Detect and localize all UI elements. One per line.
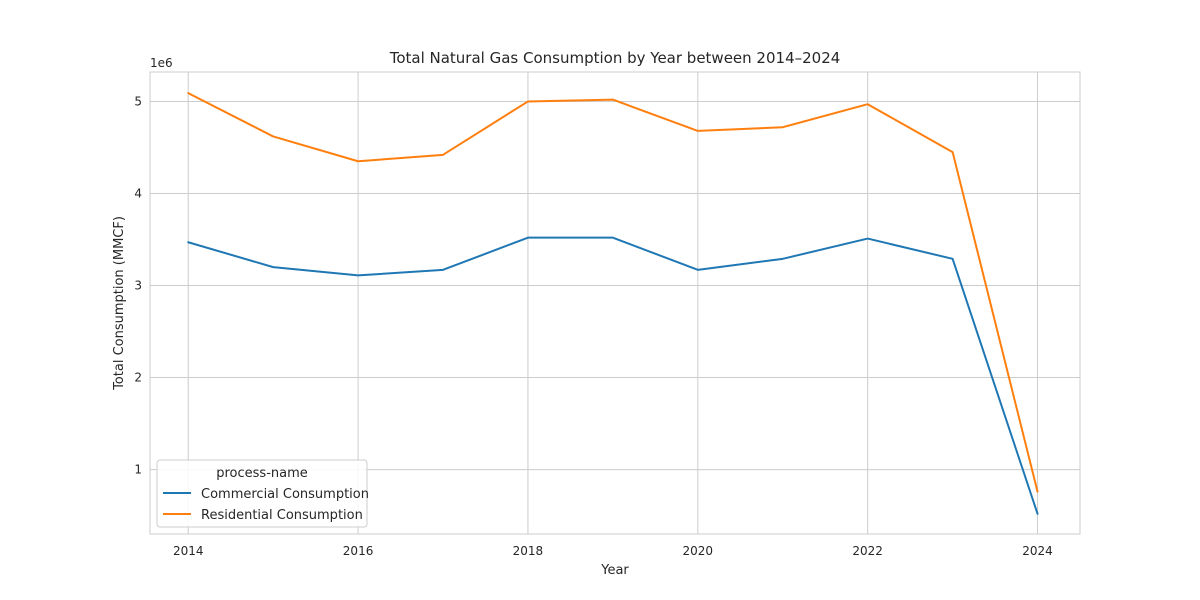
x-tick-label: 2016 (343, 544, 374, 558)
x-tick-label: 2014 (173, 544, 204, 558)
series-lines (187, 92, 1039, 515)
legend-title: process-name (216, 466, 308, 481)
series-line-residential-consumption (187, 92, 1039, 493)
y-tick-label: 2 (134, 371, 142, 385)
x-tick-label: 2022 (852, 544, 883, 558)
legend-label-residential: Residential Consumption (201, 508, 363, 523)
y-offset-label: 1e6 (150, 56, 173, 70)
x-tick-label: 2018 (513, 544, 544, 558)
chart-title: Total Natural Gas Consumption by Year be… (389, 49, 841, 67)
series-line-commercial-consumption (187, 236, 1039, 515)
legend-box (156, 459, 368, 528)
legend-label-commercial: Commercial Consumption (201, 487, 369, 502)
axis-ticks: 2014 2016 2018 2020 2022 2024 1 2 3 4 5 (134, 94, 1052, 558)
y-tick-label: 5 (134, 94, 142, 108)
y-tick-label: 3 (134, 279, 142, 293)
x-tick-label: 2024 (1022, 544, 1053, 558)
y-tick-label: 1 (134, 463, 142, 477)
y-tick-label: 4 (134, 186, 142, 200)
plot-area-frame (149, 71, 1081, 535)
x-tick-label: 2020 (683, 544, 714, 558)
x-axis-label: Year (600, 563, 629, 578)
legend: process-name Commercial Consumption Resi… (156, 459, 369, 528)
y-axis-label: Total Consumption (MMCF) (112, 216, 127, 391)
